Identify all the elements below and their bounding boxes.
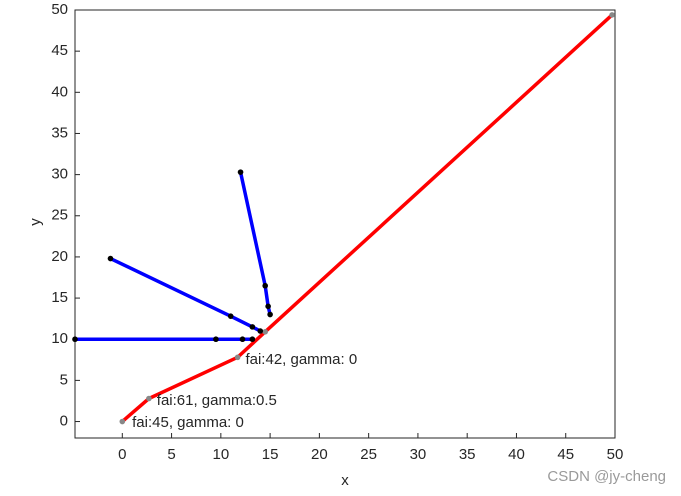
- x-tick-label: 45: [557, 446, 574, 463]
- data-point: [265, 303, 271, 310]
- data-point: [119, 418, 126, 425]
- data-line: [109, 256, 262, 333]
- data-point: [146, 395, 152, 402]
- y-tick-label: 35: [51, 124, 68, 141]
- data-point: [249, 324, 256, 330]
- annotation: fai:61, gamma:0.5: [157, 392, 277, 409]
- data-point: [262, 329, 268, 335]
- data-point: [249, 336, 256, 343]
- x-tick-label: 30: [410, 446, 427, 463]
- x-tick-label: 50: [607, 446, 624, 463]
- data-line: [238, 171, 272, 315]
- y-tick-label: 10: [51, 330, 68, 347]
- y-tick-label: 25: [51, 207, 68, 224]
- y-tick-label: 40: [51, 83, 68, 100]
- y-tick-label: 0: [60, 413, 68, 430]
- x-tick-label: 40: [508, 446, 525, 463]
- data-point: [262, 282, 268, 289]
- data-point: [237, 169, 244, 175]
- data-point: [234, 354, 241, 361]
- x-tick-label: 25: [360, 446, 377, 463]
- data-point: [72, 336, 78, 343]
- watermark: CSDN @jy-cheng: [547, 468, 666, 485]
- data-point: [257, 328, 264, 334]
- x-axis-label: x: [341, 472, 349, 489]
- data-point: [227, 313, 234, 319]
- x-tick-label: 20: [311, 446, 328, 463]
- data-point: [609, 12, 615, 18]
- annotation: fai:45, gamma: 0: [132, 414, 244, 431]
- y-tick-label: 50: [51, 1, 68, 18]
- x-tick-label: 35: [459, 446, 476, 463]
- y-tick-label: 20: [51, 248, 68, 265]
- y-tick-label: 30: [51, 166, 68, 183]
- x-tick-label: 5: [167, 446, 175, 463]
- y-tick-label: 45: [51, 42, 68, 59]
- data-point: [213, 336, 219, 343]
- annotation: fai:42, gamma: 0: [245, 351, 357, 368]
- data-point: [107, 255, 114, 262]
- data-point: [239, 336, 246, 343]
- x-tick-label: 15: [262, 446, 279, 463]
- x-tick-label: 0: [118, 446, 126, 463]
- y-axis-label: y: [27, 218, 44, 226]
- y-tick-label: 15: [51, 289, 68, 306]
- y-tick-label: 5: [60, 371, 68, 388]
- data-point: [267, 311, 273, 318]
- plot-box: [74, 9, 616, 439]
- x-tick-label: 10: [212, 446, 229, 463]
